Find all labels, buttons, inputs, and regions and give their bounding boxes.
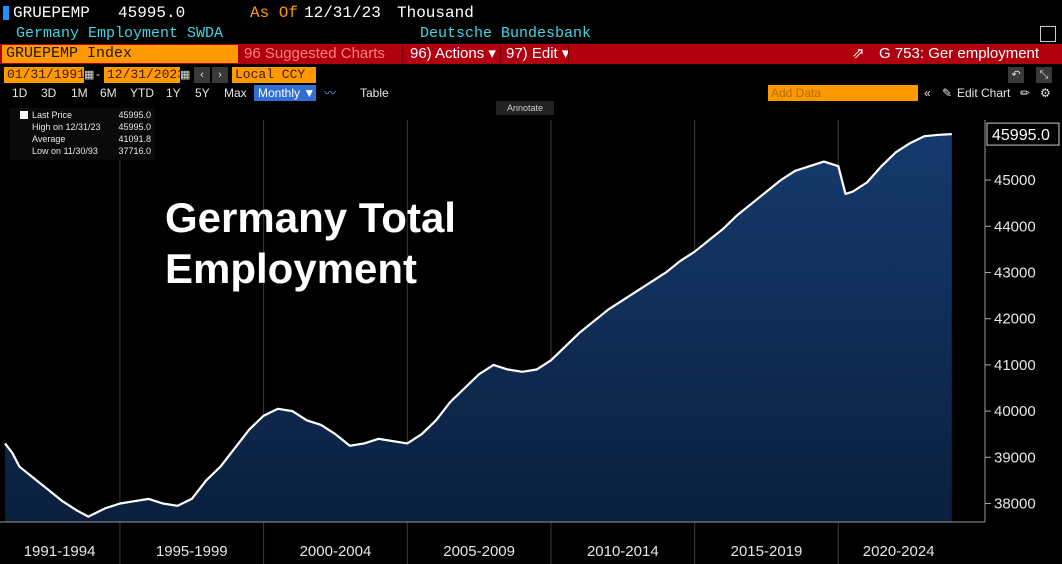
legend-label: Last Price [32,110,73,120]
calendar-icon[interactable]: ▦ [180,67,191,83]
annotate-button[interactable]: Annotate [496,101,554,115]
divider [500,45,501,63]
as-of-label: As Of [250,4,299,22]
legend-average: Average 41091.8 [10,134,155,146]
calendar-icon[interactable]: ▦ [84,67,95,83]
chart-title: G 753: Ger employment [879,45,1040,62]
legend-value: 45995.0 [118,122,151,132]
legend-swatch [20,111,28,119]
period-1d[interactable]: 1D [12,86,28,100]
y-axis: 38000 39000 40000 41000 42000 43000 44000 45000… [984,120,1060,522]
legend-value: 45995.0 [118,110,151,120]
last-value-label: 45995.0 [992,127,1050,144]
as-of-date: 12/31/23 [304,4,381,22]
description-bar: Germany Employment SWDA Deutsche Bundesb… [0,24,1062,44]
security-marker [3,6,9,20]
y-tick-label: 39000 [994,449,1036,466]
chart-plot: 38000 39000 40000 41000 42000 43000 44000 45000… [0,102,1062,564]
unit-label: Thousand [397,4,474,22]
area-fill-layer [4,132,952,522]
actions-menu[interactable]: 96) Actions ▾ [410,45,496,62]
y-tick-label: 42000 [994,311,1036,328]
x-tick-label: 1991-1994 [24,543,96,560]
last-value: 45995.0 [118,4,186,22]
series-line [4,132,952,518]
collapse-icon[interactable]: « [924,86,931,100]
legend-label: Average [32,134,66,144]
suggested-charts-menu[interactable]: 96 Suggested Charts [244,45,385,62]
legend: Last Price 45995.0 High on 12/31/23 4599… [10,108,155,160]
table-button[interactable]: Table [360,86,389,100]
edit-chart-button[interactable]: Edit Chart [957,86,1011,100]
y-tick-label: 40000 [994,403,1036,420]
x-tick-label: 2010-2014 [587,543,659,560]
edit-menu[interactable]: 97) Edit ▾ [506,45,570,62]
frequency-select[interactable]: Monthly ▼ [254,85,316,101]
area-fill [5,134,952,522]
period-6m[interactable]: 6M [100,86,117,100]
chart-title-overlay: Germany Total Employment [165,194,456,292]
legend-label: High on 12/31/23 [32,122,101,132]
period-toolbar: 1D 3D 1M 6M YTD 1Y 5Y Max Monthly ▼ 〰 Ta… [0,84,1062,102]
source: Deutsche Bundesbank [420,25,592,42]
x-axis: 1991-1994 1995-1999 2000-2004 2005-2009 2010… [0,521,985,560]
ticker: GRUEPEMP [13,4,90,22]
range-dash: - [96,67,100,81]
divider [402,45,403,63]
popout-icon[interactable] [1040,26,1056,42]
last-value-box [986,122,1060,146]
divider [568,45,569,63]
currency-select[interactable]: Local CCY [232,67,316,83]
period-5y[interactable]: 5Y [195,86,210,100]
undo-icon[interactable]: ↶ [1008,67,1024,83]
legend-value: 37716.0 [118,146,151,156]
security-input[interactable]: GRUEPEMP Index [2,45,238,63]
date-range-bar: 01/31/1991 ▦ - 12/31/2023 ▦ ‹ › Local CC… [0,66,1062,84]
prev-icon[interactable]: ‹ [194,67,210,83]
legend-low: Low on 11/30/93 37716.0 [10,146,155,158]
pen-icon[interactable]: ✏ [1020,86,1031,100]
title-bar: GRUEPEMP 45995.0 As Of 12/31/23 Thousand [0,0,1062,24]
x-tick-label: 1995-1999 [156,543,228,560]
period-max[interactable]: Max [224,86,247,100]
external-link-icon[interactable]: ⇗ [852,45,865,62]
add-data-input[interactable]: Add Data [768,85,918,101]
command-bar: GRUEPEMP Index 96 Suggested Charts 96) A… [0,44,1062,64]
line-chart-icon[interactable]: 〰 [324,86,337,100]
x-tick-label: 2020-2024 [863,543,935,560]
period-3d[interactable]: 3D [41,86,57,100]
description: Germany Employment SWDA [16,25,224,42]
legend-value: 41091.8 [118,134,151,144]
next-icon[interactable]: › [212,67,228,83]
y-tick-label: 45000 [994,172,1036,189]
pencil-icon: ✎ [942,86,953,100]
legend-high: High on 12/31/23 45995.0 [10,122,155,134]
y-tick-label: 44000 [994,218,1036,235]
x-tick-label: 2000-2004 [300,543,372,560]
start-date-input[interactable]: 01/31/1991 [4,67,85,83]
period-1y[interactable]: 1Y [166,86,181,100]
y-tick-label: 41000 [994,357,1036,374]
legend-last-price: Last Price 45995.0 [10,110,155,122]
legend-label: Low on 11/30/93 [32,146,98,156]
zoom-out-icon[interactable]: ⤡ [1036,67,1052,83]
y-tick-label: 38000 [994,496,1036,513]
y-tick-label: 43000 [994,264,1036,281]
x-tick-label: 2005-2009 [443,543,515,560]
period-1m[interactable]: 1M [71,86,88,100]
x-tick-label: 2015-2019 [731,543,803,560]
gear-icon[interactable]: ⚙ [1040,86,1051,100]
end-date-input[interactable]: 12/31/2023 [104,67,185,83]
period-ytd[interactable]: YTD [130,86,154,100]
